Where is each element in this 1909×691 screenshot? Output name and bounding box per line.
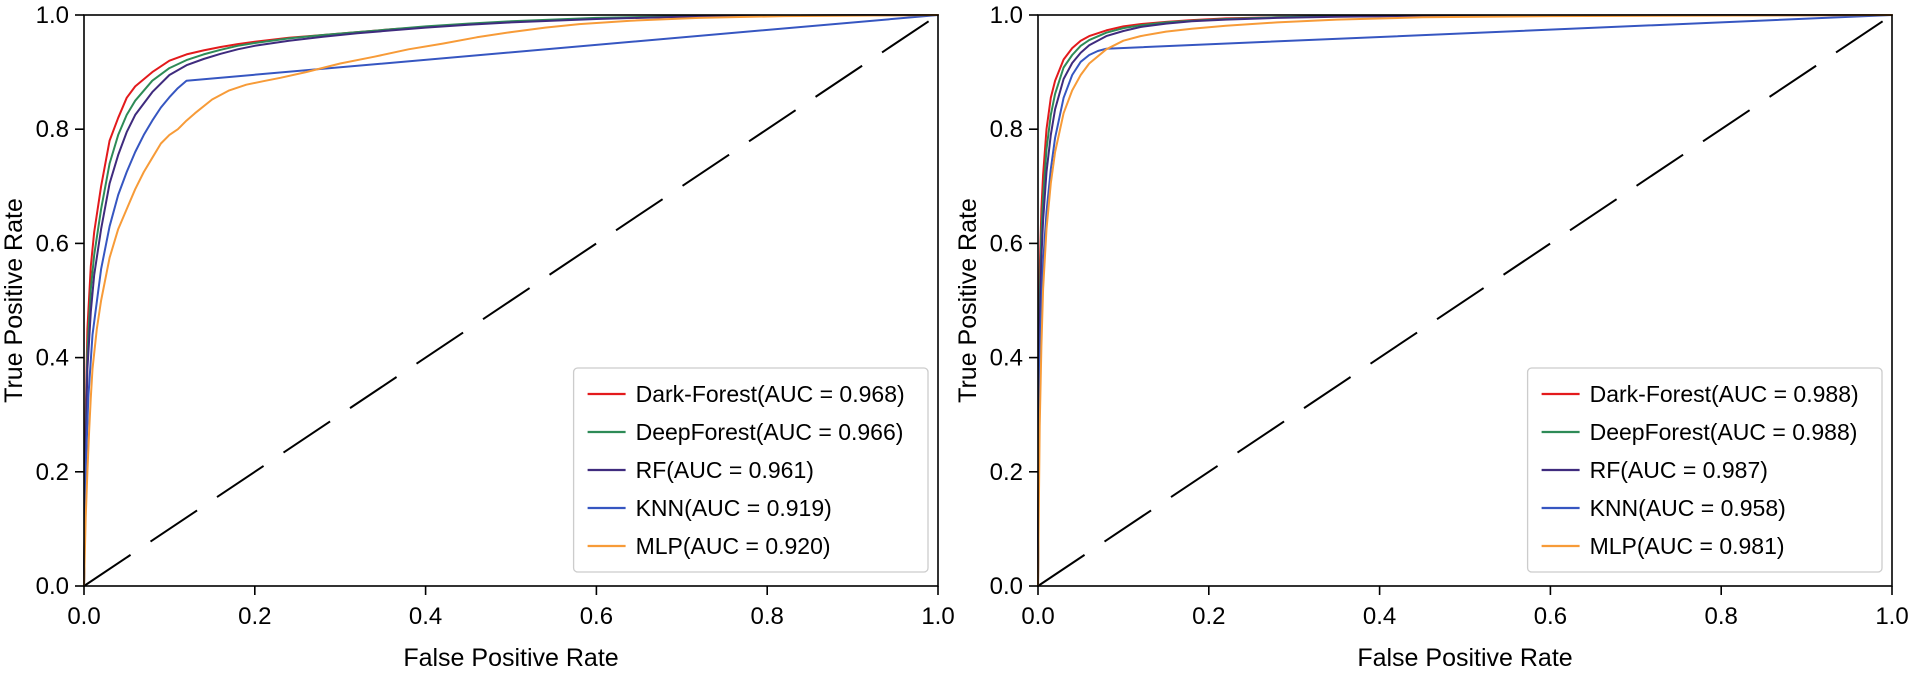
axes-frame (1037, 14, 1893, 587)
legend-label-knn: KNN(AUC = 0.958) (1590, 495, 1786, 521)
y-tick-label: 1.0 (990, 2, 1023, 29)
legend-label-deep-forest: DeepForest(AUC = 0.988) (1590, 419, 1858, 445)
y-tick-label: 0.2 (990, 459, 1023, 486)
x-tick-label: 0.8 (1705, 603, 1738, 630)
legend-label-dark-forest: Dark-Forest(AUC = 0.988) (1590, 381, 1859, 407)
legend-label-mlp: MLP(AUC = 0.920) (636, 533, 831, 559)
x-tick-label: 0.4 (1363, 603, 1396, 630)
roc-chart-right: 0.0 0.2 0.4 0.6 0.8 1.0 0.0 0.2 0.4 0.6 0.8 1.0 Fals… (954, 0, 1909, 686)
y-tick-label: 0.4 (990, 345, 1023, 372)
roc-curve-deep-forest (83, 14, 939, 587)
y-tick-label: 0.6 (36, 230, 69, 257)
x-tick-label: 0.2 (1192, 603, 1225, 630)
roc-plot: 0.0 0.2 0.4 0.6 0.8 1.0 0.0 0.2 0.4 0.6 0.8 1.0 Fals… (954, 2, 1909, 672)
legend-label-rf: RF(AUC = 0.987) (1590, 457, 1768, 483)
x-tick-label: 0.6 (1534, 603, 1567, 630)
roc-curve-rf (1037, 14, 1893, 587)
chance-diagonal-line (1037, 14, 1893, 587)
x-tick-label: 0.8 (751, 603, 784, 630)
x-axis-label: False Positive Rate (403, 644, 618, 672)
y-tick-label: 0.0 (36, 573, 69, 600)
legend-box (1526, 367, 1883, 573)
y-tick-label: 0.8 (36, 116, 69, 143)
roc-curve-mlp (1037, 14, 1893, 587)
x-tick-label: 1.0 (1875, 603, 1908, 630)
x-tick-label: 0.0 (1021, 603, 1054, 630)
legend-label-deep-forest: DeepForest(AUC = 0.966) (636, 419, 904, 445)
x-tick-label: 0.4 (409, 603, 442, 630)
roc-curve-knn (1037, 14, 1893, 587)
x-tick-label: 0.0 (67, 603, 100, 630)
x-tick-label: 1.0 (921, 603, 954, 630)
roc-curve-knn (83, 14, 939, 587)
legend-label-dark-forest: Dark-Forest(AUC = 0.968) (636, 381, 905, 407)
axes-frame (83, 14, 939, 587)
roc-curve-rf (83, 14, 939, 587)
roc-chart-left: 0.0 0.2 0.4 0.6 0.8 1.0 0.0 0.2 0.4 0.6 0.8 1.0 Fals… (0, 0, 955, 686)
x-axis-label: False Positive Rate (1357, 644, 1572, 672)
legend-label-mlp: MLP(AUC = 0.981) (1590, 533, 1785, 559)
y-tick-label: 0.4 (36, 345, 69, 372)
x-tick-label: 0.6 (580, 603, 613, 630)
y-axis-label: True Positive Rate (954, 198, 982, 403)
y-tick-label: 0.6 (990, 230, 1023, 257)
legend-label-rf: RF(AUC = 0.961) (636, 457, 814, 483)
legend: Dark-Forest(AUC = 0.968) DeepForest(AUC =… (572, 367, 929, 573)
legend-box (572, 367, 929, 573)
y-tick-label: 0.8 (990, 116, 1023, 143)
roc-plot: 0.0 0.2 0.4 0.6 0.8 1.0 0.0 0.2 0.4 0.6 0.8 1.0 Fals… (0, 2, 955, 672)
y-axis-label: True Positive Rate (0, 198, 28, 403)
x-tick-label: 0.2 (238, 603, 271, 630)
chance-diagonal-line (83, 14, 939, 587)
roc-curve-mlp (83, 14, 939, 587)
legend-label-knn: KNN(AUC = 0.919) (636, 495, 832, 521)
y-tick-label: 0.0 (990, 573, 1023, 600)
legend: Dark-Forest(AUC = 0.988) DeepForest(AUC =… (1526, 367, 1883, 573)
y-tick-label: 1.0 (36, 2, 69, 29)
y-tick-label: 0.2 (36, 459, 69, 486)
